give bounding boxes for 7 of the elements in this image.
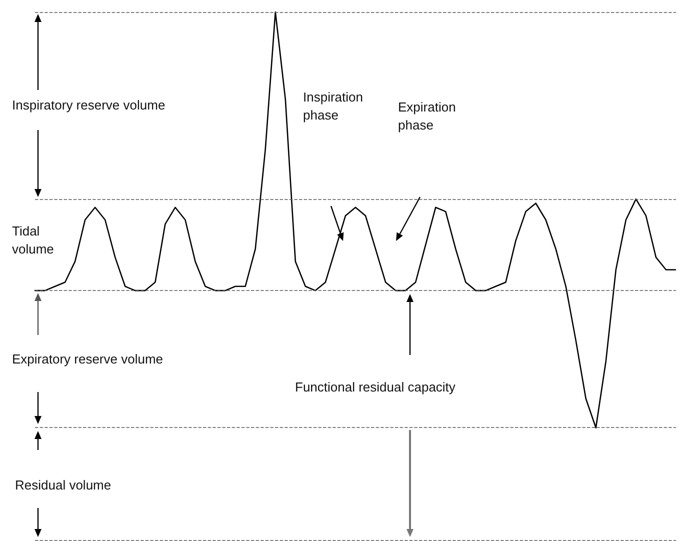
annotation: Inspiratory reserve volume (12, 98, 166, 112)
annotation: Inspiration phase (303, 90, 367, 122)
text: Residual volume (15, 478, 112, 492)
annotation: Tidal volume (12, 224, 54, 256)
annotation: Expiratory reserve volume (12, 352, 163, 366)
annotation: Expiration phase (398, 100, 460, 132)
annotation: Functional residual capacity (295, 380, 456, 394)
